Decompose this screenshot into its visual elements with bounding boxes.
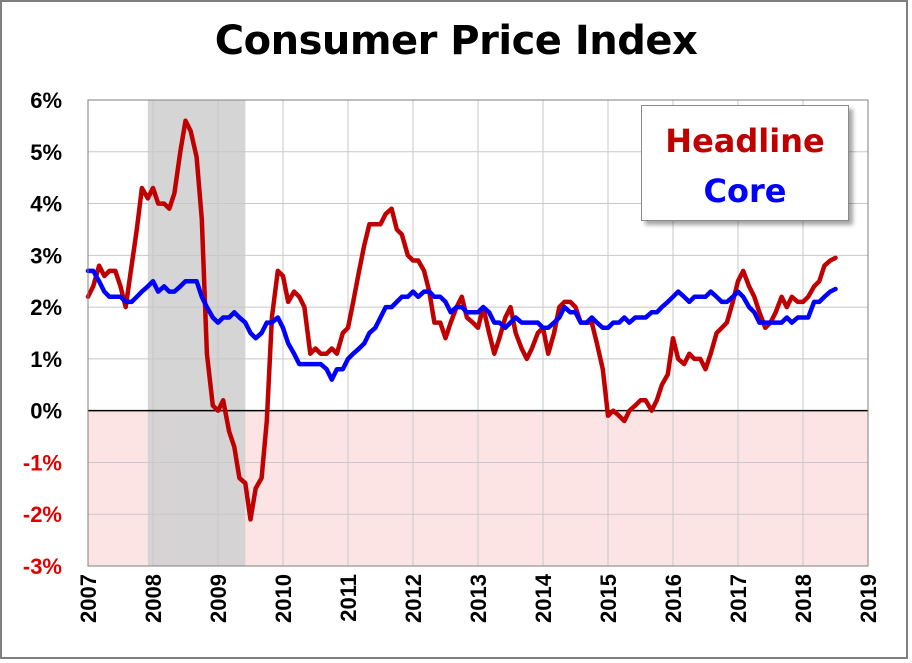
x-tick-label: 2014 [531,573,556,623]
series-layer [85,118,838,522]
plot-border-layer [87,99,869,567]
legend-entry-headline: Headline [665,122,825,160]
x-tick-label: 2016 [661,574,686,623]
x-tick-label: 2011 [336,574,361,622]
x-tick-label: 2015 [596,574,621,623]
legend: Headline Core [641,105,849,221]
y-tick-label: -1% [23,450,62,475]
y-tick-label: -3% [23,554,62,579]
x-tick-label: 2007 [76,574,101,623]
x-tick-label: 2010 [271,574,296,623]
y-axis-ticks: 6% 5% 4% 3% 2% 1% 0% -1% -2% -3% [23,88,62,579]
y-tick-label: 6% [30,88,62,113]
plot-border [87,99,869,567]
x-tick-label: 2017 [726,574,751,623]
chart-title: Consumer Price Index [214,18,698,64]
y-tick-label: -2% [23,502,62,527]
x-tick-label: 2013 [466,574,491,623]
x-axis-ticks: 2007 2008 2009 2010 2011 2012 2013 2014 2015 2016… [76,573,881,623]
legend-entry-core: Core [703,172,787,210]
y-tick-label: 4% [30,192,62,217]
x-tick-label: 2012 [401,574,426,623]
y-tick-label: 1% [30,347,62,372]
series-line-headline [85,118,838,522]
x-tick-label: 2009 [206,574,231,623]
x-tick-label: 2008 [141,574,166,623]
y-tick-label: 0% [30,399,62,424]
y-tick-label: 3% [30,243,62,268]
y-tick-label: 5% [30,140,62,165]
x-tick-label: 2019 [856,574,881,623]
x-tick-label: 2018 [791,574,816,623]
y-tick-label: 2% [30,295,62,320]
series-line-core [85,268,838,382]
